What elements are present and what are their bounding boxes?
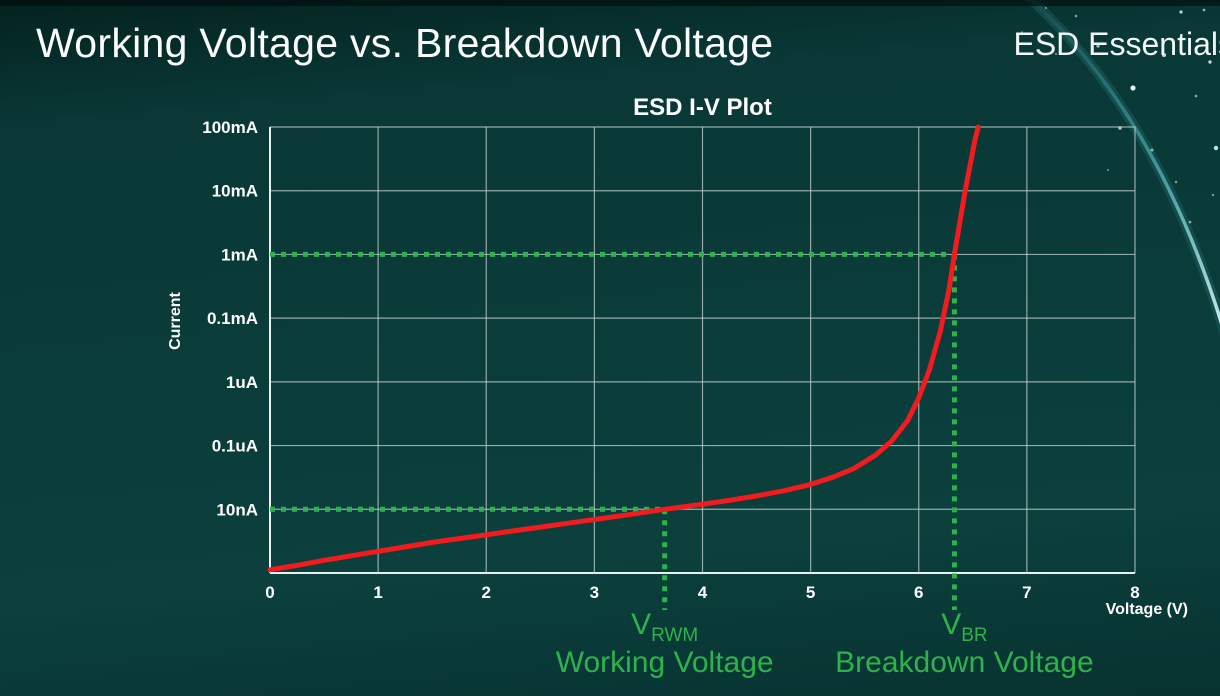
x-tick-label: 4 [698,583,708,602]
swoosh-curve [1029,0,1220,325]
y-tick-label: 100mA [202,118,258,137]
vrwm-symbol: V [631,608,652,641]
x-tick-label: 5 [806,583,815,602]
brand-text: ESD Essentials [1013,26,1220,62]
vrwm-subscript: RWM [651,625,699,646]
x-axis-label: Voltage (V) [1105,601,1188,618]
top-edge-shadow [0,0,1220,6]
axes [269,127,1135,574]
y-tick-label: 10mA [212,182,258,201]
vbr-symbol: V [941,608,962,641]
page-title: Working Voltage vs. Breakdown Voltage [36,20,774,66]
vbr-subscript: BR [961,625,988,646]
x-tick-labels: 0 1 2 3 4 5 6 7 8 [265,583,1139,602]
x-tick-label: 1 [373,583,382,602]
vbr-caption: Breakdown Voltage [835,645,1094,679]
vrwm-caption: Working Voltage [555,645,774,679]
x-tick-label: 3 [590,583,599,602]
chart-title: ESD I-V Plot [633,94,772,121]
y-tick-labels: 100mA 10mA 1mA 0.1mA 1uA 0.1uA 10nA [202,118,258,519]
x-tick-label: 6 [914,583,923,602]
x-tick-label: 7 [1022,583,1031,602]
iv-curve [267,124,981,573]
x-tick-label: 0 [265,583,274,602]
y-tick-label: 1uA [226,373,258,392]
vbr-label: VBR Breakdown Voltage [835,609,1094,680]
y-tick-label: 0.1mA [207,309,258,328]
vbr-symbol-line: VBR [835,609,1094,646]
vrwm-label: VRWM Working Voltage [556,609,774,680]
x-tick-label: 8 [1130,583,1139,602]
y-tick-label: 0.1uA [212,437,258,456]
y-tick-label: 10nA [216,500,258,519]
annotation-guides [270,251,957,610]
vrwm-symbol-line: VRWM [556,609,774,646]
y-tick-label: 1mA [221,245,258,264]
x-tick-label: 2 [482,583,491,602]
